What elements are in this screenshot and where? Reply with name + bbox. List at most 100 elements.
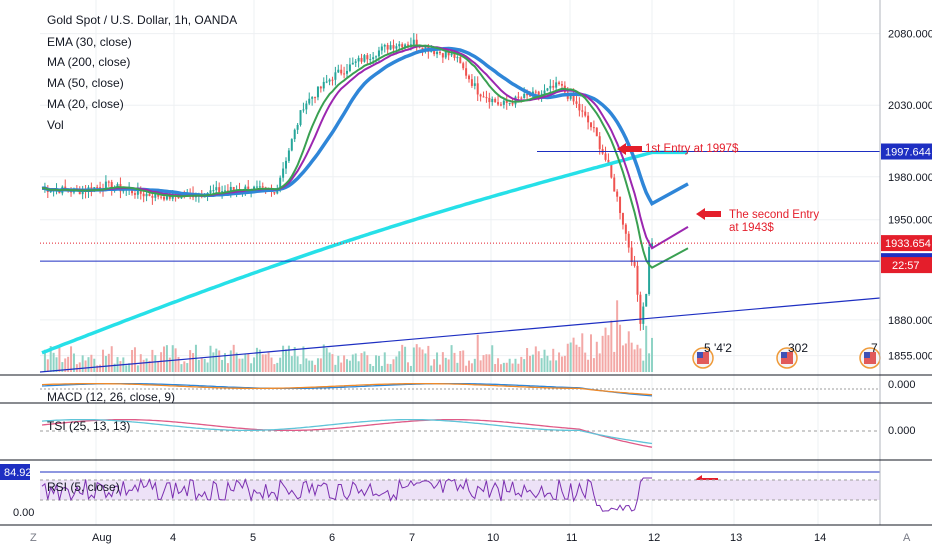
x-tick-label: 10 bbox=[487, 532, 499, 544]
candle-body bbox=[508, 102, 511, 104]
candle-body bbox=[177, 196, 180, 199]
candle-body bbox=[136, 188, 139, 195]
volume-bar bbox=[648, 353, 651, 372]
candle-body bbox=[224, 190, 226, 192]
volume-bar bbox=[250, 363, 253, 372]
tsi-signal-line bbox=[41, 418, 653, 445]
candle-body bbox=[639, 294, 642, 324]
candle-body bbox=[383, 44, 386, 47]
countdown-tag bbox=[881, 257, 932, 274]
volume-bar bbox=[401, 344, 404, 372]
candle-body bbox=[581, 110, 584, 112]
candle-body bbox=[590, 122, 592, 128]
volume-bar bbox=[549, 360, 552, 372]
grid-layer bbox=[40, 0, 880, 525]
volume-bar bbox=[529, 355, 531, 372]
candle-body bbox=[401, 44, 404, 48]
candle-body bbox=[325, 81, 328, 83]
x-tick-label: 14 bbox=[814, 532, 826, 544]
candle-body bbox=[285, 160, 287, 169]
candle-body bbox=[258, 186, 261, 188]
volume-bar bbox=[293, 346, 296, 372]
volume-bar bbox=[505, 362, 508, 372]
candle-body bbox=[360, 57, 363, 62]
auto-scale-toggle-icon[interactable]: A bbox=[903, 532, 911, 544]
legend-ma50[interactable]: MA (50, close) bbox=[47, 76, 124, 90]
volume-bar bbox=[436, 352, 439, 372]
price-tick-label: 1880.000 bbox=[888, 315, 932, 327]
volume-bar bbox=[282, 345, 285, 372]
volume-bar bbox=[186, 363, 189, 372]
legend-ema30[interactable]: EMA (30, close) bbox=[47, 35, 132, 49]
volume-bar bbox=[511, 363, 514, 372]
tsi-label[interactable]: TSI (25, 13, 13) bbox=[47, 419, 130, 433]
candle-body bbox=[348, 64, 351, 71]
volume-bar bbox=[645, 325, 648, 372]
candle-body bbox=[433, 50, 436, 55]
candle-body bbox=[212, 190, 215, 192]
candle-body bbox=[380, 46, 383, 51]
price-tag bbox=[881, 143, 932, 160]
volume-bar bbox=[639, 348, 642, 372]
candle-body bbox=[369, 59, 372, 61]
volume-bar bbox=[613, 351, 616, 372]
volume-bar bbox=[325, 348, 328, 372]
candle-body bbox=[218, 187, 221, 193]
candle-body bbox=[575, 101, 578, 104]
volume-bar bbox=[218, 350, 221, 372]
volume-bar bbox=[163, 346, 165, 372]
volume-bar bbox=[125, 365, 128, 372]
tsi-axis-zero: 0.000 bbox=[888, 425, 916, 437]
candle-body bbox=[526, 93, 529, 96]
candle-body bbox=[334, 72, 337, 80]
candle-body bbox=[116, 184, 119, 188]
candle-body bbox=[621, 213, 624, 225]
candle-body bbox=[441, 53, 444, 58]
candle-body bbox=[131, 189, 134, 194]
log-scale-toggle-icon[interactable]: Z bbox=[30, 532, 37, 544]
candle-body bbox=[340, 69, 343, 74]
legend-vol[interactable]: Vol bbox=[47, 118, 64, 132]
volume-bar bbox=[482, 355, 485, 372]
volume-bar bbox=[99, 364, 102, 372]
price-tick-label: 2080.000 bbox=[888, 29, 932, 41]
legend-ma20[interactable]: MA (20, close) bbox=[47, 97, 124, 111]
candle-body bbox=[366, 55, 369, 60]
volume-bar bbox=[377, 355, 380, 372]
candle-body bbox=[514, 96, 517, 105]
candle-body bbox=[160, 196, 163, 198]
arrow-second-entry-icon bbox=[696, 208, 721, 220]
volume-bar bbox=[441, 352, 444, 372]
rsi-line bbox=[41, 477, 652, 512]
volume-bar bbox=[587, 359, 590, 372]
candle-body bbox=[407, 44, 409, 46]
volume-bar bbox=[340, 362, 343, 372]
volume-bar bbox=[616, 300, 619, 372]
volume-bar bbox=[148, 360, 151, 372]
candle-body bbox=[491, 98, 494, 103]
price-tag-text: 1997.644 bbox=[885, 147, 931, 159]
macd-label[interactable]: MACD (12, 26, close, 9) bbox=[47, 390, 175, 404]
volume-bar bbox=[232, 344, 235, 372]
volume-bar bbox=[84, 360, 87, 372]
legend-ma200[interactable]: MA (200, close) bbox=[47, 55, 130, 69]
rsi-label[interactable]: RSI (5, close) bbox=[47, 480, 120, 494]
candle-body bbox=[624, 224, 627, 234]
candle-body bbox=[636, 265, 639, 295]
volume-bar bbox=[276, 362, 279, 372]
volume-bar bbox=[244, 353, 247, 372]
candle-body bbox=[529, 95, 531, 97]
volume-bar bbox=[560, 356, 563, 372]
candle-body bbox=[523, 93, 526, 99]
volume-bar bbox=[331, 354, 334, 372]
candle-body bbox=[96, 187, 99, 189]
volume-bar bbox=[90, 354, 93, 372]
candle-body bbox=[319, 86, 322, 89]
volume-bar bbox=[418, 347, 421, 372]
volume-bar bbox=[215, 348, 218, 372]
rsi-band bbox=[40, 480, 880, 500]
candle-body bbox=[592, 127, 595, 129]
volume-bar bbox=[316, 358, 319, 372]
volume-bar bbox=[508, 358, 511, 372]
